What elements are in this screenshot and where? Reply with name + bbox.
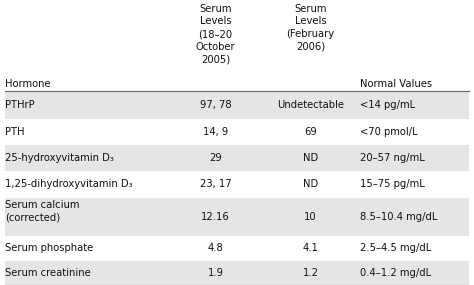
- Text: Undetectable: Undetectable: [277, 100, 344, 110]
- Text: 4.8: 4.8: [208, 243, 224, 253]
- Text: Serum
Levels
(18–20
October
2005): Serum Levels (18–20 October 2005): [196, 4, 236, 65]
- Text: Serum creatinine: Serum creatinine: [5, 268, 91, 278]
- Text: Hormone: Hormone: [5, 79, 50, 89]
- Text: 20–57 ng/mL: 20–57 ng/mL: [360, 153, 425, 163]
- Text: Serum calcium
(corrected): Serum calcium (corrected): [5, 200, 79, 222]
- Text: <14 pg/mL: <14 pg/mL: [360, 100, 415, 110]
- Text: PTH: PTH: [5, 127, 24, 137]
- Text: 0.4–1.2 mg/dL: 0.4–1.2 mg/dL: [360, 268, 431, 278]
- Text: 1.9: 1.9: [208, 268, 224, 278]
- Text: PTHrP: PTHrP: [5, 100, 34, 110]
- Text: 23, 17: 23, 17: [200, 180, 231, 190]
- Bar: [5, 145, 469, 171]
- Text: 4.1: 4.1: [302, 243, 319, 253]
- Text: 1.2: 1.2: [302, 268, 319, 278]
- Text: 1,25-dihydroxyvitamin D₃: 1,25-dihydroxyvitamin D₃: [5, 180, 132, 190]
- Text: 10: 10: [304, 212, 317, 222]
- Text: 97, 78: 97, 78: [200, 100, 231, 110]
- Text: 2.5–4.5 mg/dL: 2.5–4.5 mg/dL: [360, 243, 431, 253]
- Text: Normal Values: Normal Values: [360, 79, 432, 89]
- Text: Serum
Levels
(February
2006): Serum Levels (February 2006): [286, 4, 335, 52]
- Text: <70 pmol/L: <70 pmol/L: [360, 127, 418, 137]
- Text: 25-hydroxyvitamin D₃: 25-hydroxyvitamin D₃: [5, 153, 114, 163]
- Text: ND: ND: [303, 180, 318, 190]
- Bar: [5, 261, 469, 285]
- Text: 69: 69: [304, 127, 317, 137]
- Text: 12.16: 12.16: [201, 212, 230, 222]
- Text: Serum phosphate: Serum phosphate: [5, 243, 93, 253]
- Bar: [5, 91, 469, 119]
- Text: 8.5–10.4 mg/dL: 8.5–10.4 mg/dL: [360, 212, 438, 222]
- Text: 14, 9: 14, 9: [203, 127, 228, 137]
- Text: 15–75 pg/mL: 15–75 pg/mL: [360, 180, 425, 190]
- Bar: [5, 198, 469, 236]
- Text: 29: 29: [210, 153, 222, 163]
- Text: ND: ND: [303, 153, 318, 163]
